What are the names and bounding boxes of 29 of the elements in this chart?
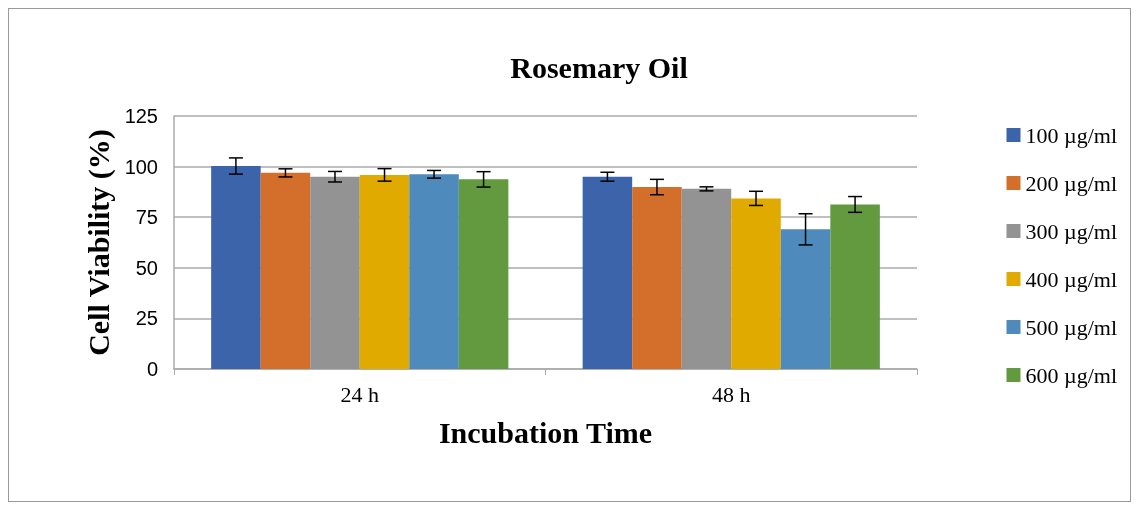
legend-label: 500 µg/ml: [1025, 314, 1117, 340]
legend-label: 400 µg/ml: [1025, 266, 1117, 292]
bar: [260, 172, 311, 369]
bar: [359, 174, 410, 369]
y-axis-title: Cell Viability (%): [82, 129, 117, 356]
x-axis-title: Incubation Time: [438, 415, 653, 449]
bar: [458, 179, 509, 369]
bar: [409, 174, 459, 369]
x-tick-label: 24 h: [340, 381, 379, 407]
x-tick-label: 48 h: [712, 381, 751, 407]
y-tick-label: 75: [135, 206, 158, 229]
bar: [310, 176, 360, 369]
bar: [681, 188, 732, 369]
legend-label: 600 µg/ml: [1025, 362, 1117, 388]
bar: [830, 204, 880, 369]
chart-title: Rosemary Oil: [510, 50, 688, 84]
bar: [632, 187, 682, 369]
legend-label: 300 µg/ml: [1025, 218, 1117, 244]
y-tick-label: 50: [135, 256, 158, 279]
y-tick-label: 125: [124, 105, 158, 127]
bar: [731, 198, 781, 369]
bar: [211, 165, 261, 369]
legend-label: 200 µg/ml: [1025, 170, 1117, 196]
y-tick-label: 25: [135, 307, 158, 330]
bar: [780, 229, 831, 369]
legend-label: 100 µg/ml: [1025, 122, 1117, 148]
bar: [582, 176, 633, 369]
y-tick-label: 100: [124, 155, 158, 178]
y-tick-label: 0: [146, 358, 158, 380]
